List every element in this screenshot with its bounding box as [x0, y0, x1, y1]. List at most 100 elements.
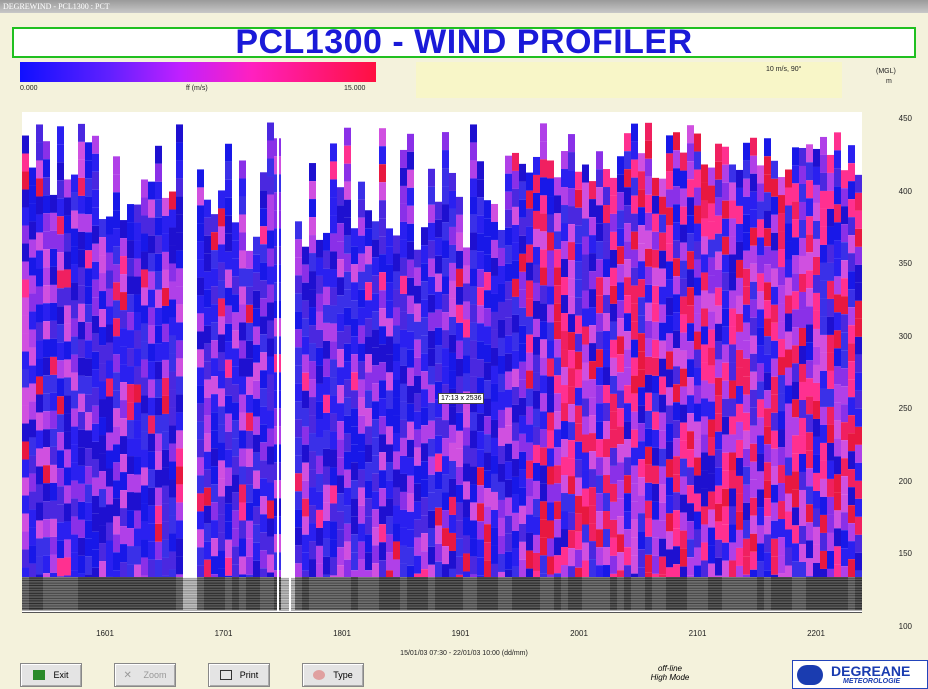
- zoom-button[interactable]: ✕ Zoom: [114, 663, 176, 687]
- heatmap-cell: [232, 312, 239, 331]
- heatmap-cell: [848, 469, 855, 488]
- heatmap-cell: [316, 347, 323, 366]
- heatmap-cell: [827, 496, 834, 515]
- heatmap-cell: [302, 282, 309, 301]
- heatmap-cell: [99, 417, 106, 436]
- heatmap-cell: [407, 349, 414, 368]
- heatmap-cell: [848, 541, 855, 560]
- heatmap-cell: [141, 341, 148, 360]
- heatmap-cell: [386, 336, 393, 355]
- heatmap-cell: [638, 459, 645, 478]
- heatmap-cell: [736, 223, 743, 242]
- heatmap-cell: [393, 559, 400, 578]
- heatmap-cell: [197, 565, 204, 584]
- heatmap-cell: [449, 190, 456, 209]
- heatmap-cell: [267, 446, 274, 465]
- heatmap-cell: [722, 308, 729, 327]
- heatmap-cell: [778, 195, 785, 214]
- heatmap-cell: [323, 484, 330, 503]
- heatmap-cell: [666, 297, 673, 316]
- heatmap-cell: [687, 233, 694, 252]
- heatmap-cell: [218, 370, 225, 389]
- heatmap-cell: [680, 170, 687, 189]
- heatmap-cell: [428, 384, 435, 403]
- heatmap-cell: [197, 547, 204, 566]
- heatmap-cell: [554, 357, 561, 376]
- heatmap-cell: [127, 456, 134, 475]
- heatmap-cell: [414, 447, 421, 466]
- heatmap-cell: [610, 483, 617, 502]
- heatmap-cell: [477, 377, 484, 396]
- heatmap-cell: [547, 250, 554, 269]
- print-button[interactable]: Print: [208, 663, 270, 687]
- heatmap-cell: [442, 168, 449, 187]
- heatmap-cell: [792, 201, 799, 220]
- heatmap-cell: [372, 383, 379, 402]
- heatmap-cell: [589, 469, 596, 488]
- heatmap-cell: [785, 385, 792, 404]
- heatmap-cell: [64, 485, 71, 504]
- heatmap-cell: [239, 376, 246, 395]
- heatmap-cell: [36, 376, 43, 395]
- heatmap-cell: [36, 214, 43, 233]
- heatmap-cell: [834, 492, 841, 511]
- heatmap-cell: [218, 298, 225, 317]
- heatmap-cell: [519, 433, 526, 452]
- heatmap-cell: [617, 552, 624, 571]
- heatmap-cell: [29, 221, 36, 240]
- heatmap-cell: [694, 313, 701, 332]
- heatmap-cell: [92, 459, 99, 478]
- heatmap-cell: [365, 480, 372, 499]
- heatmap-cell: [43, 285, 50, 304]
- heatmap-cell: [834, 564, 841, 583]
- heatmap-cell: [162, 395, 169, 414]
- heatmap-cell: [624, 403, 631, 422]
- heatmap-cell: [806, 540, 813, 559]
- heatmap-cell: [680, 494, 687, 513]
- heatmap-cell: [848, 163, 855, 182]
- heatmap-cell: [848, 181, 855, 200]
- type-button[interactable]: Type: [302, 663, 364, 687]
- heatmap-cell: [617, 246, 624, 265]
- heatmap-cell: [603, 493, 610, 512]
- heatmap-cell: [533, 354, 540, 373]
- heatmap-cell: [414, 537, 421, 556]
- heatmap-cell: [379, 362, 386, 381]
- heatmap-cell: [365, 336, 372, 355]
- heatmap-cell: [414, 357, 421, 376]
- heatmap-cell: [22, 567, 29, 586]
- heatmap-cell: [435, 273, 442, 292]
- heatmap-cell: [792, 561, 799, 580]
- heatmap-cell: [379, 290, 386, 309]
- heatmap-cell: [841, 476, 848, 495]
- heatmap-cell: [666, 441, 673, 460]
- heatmap-cell: [358, 469, 365, 488]
- heatmap-cell: [813, 544, 820, 563]
- heatmap-cell: [239, 412, 246, 431]
- heatmap-cell: [841, 242, 848, 261]
- heatmap-cell: [428, 402, 435, 421]
- heatmap-cell: [526, 334, 533, 353]
- heatmap-cell: [554, 213, 561, 232]
- heatmap-cell: [617, 192, 624, 211]
- heatmap-cell: [148, 181, 155, 200]
- heatmap-cell: [316, 509, 323, 528]
- heatmap-cell: [743, 394, 750, 413]
- heatmap-cell: [211, 466, 218, 485]
- heatmap-cell: [323, 430, 330, 449]
- heatmap-cell: [561, 403, 568, 422]
- heatmap-cell: [582, 326, 589, 345]
- heatmap-cell: [743, 286, 750, 305]
- heatmap-cell: [92, 513, 99, 532]
- heatmap-cell: [414, 303, 421, 322]
- heatmap-cell: [631, 177, 638, 196]
- heatmap-cell: [470, 376, 477, 395]
- heatmap-cell: [57, 162, 64, 181]
- heatmap-cell: [834, 168, 841, 187]
- heatmap-cell: [330, 287, 337, 306]
- heatmap-cell: [477, 539, 484, 558]
- heatmap-cell: [554, 465, 561, 484]
- heatmap-cell: [694, 187, 701, 206]
- exit-button[interactable]: Exit: [20, 663, 82, 687]
- heatmap-cell: [351, 264, 358, 283]
